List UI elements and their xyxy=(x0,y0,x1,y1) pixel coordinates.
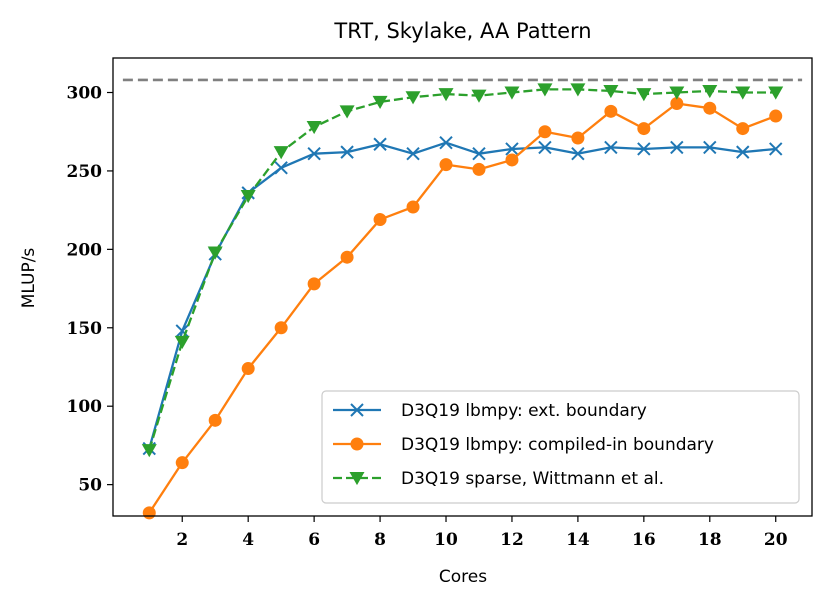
data-point xyxy=(372,95,388,110)
data-point xyxy=(175,456,189,470)
data-point xyxy=(702,84,718,99)
series-1 xyxy=(142,135,783,456)
legend-label: D3Q19 sparse, Wittmann et al. xyxy=(401,469,664,489)
x-tick-label: 8 xyxy=(374,530,386,550)
x-tick-label: 18 xyxy=(698,530,722,550)
data-point xyxy=(538,125,552,139)
data-point xyxy=(339,105,355,119)
legend-label: D3Q19 lbmpy: compiled-in boundary xyxy=(401,435,714,455)
data-point xyxy=(570,83,586,97)
y-tick-label: 200 xyxy=(67,240,103,260)
x-tick-label: 4 xyxy=(242,530,254,550)
x-tick-label: 16 xyxy=(632,530,656,550)
data-point xyxy=(603,84,619,99)
data-point xyxy=(175,324,189,338)
data-point xyxy=(604,140,618,155)
y-axis-label: MLUP/s xyxy=(19,248,39,309)
legend-marker xyxy=(349,472,365,486)
data-point xyxy=(670,96,684,110)
data-point xyxy=(472,162,486,176)
data-point xyxy=(373,137,387,151)
data-point xyxy=(306,121,322,135)
data-point xyxy=(471,89,487,103)
data-point xyxy=(636,88,652,102)
plot-area xyxy=(122,78,803,520)
data-point xyxy=(769,142,783,156)
data-point xyxy=(406,200,420,214)
legend: D3Q19 lbmpy: ext. boundary D3Q19 lbmpy: c… xyxy=(321,390,800,504)
data-point xyxy=(207,246,223,260)
data-point xyxy=(340,145,354,159)
data-point xyxy=(340,250,354,264)
x-tick-label: 2 xyxy=(176,530,188,550)
data-point xyxy=(307,146,321,161)
x-tick-label: 6 xyxy=(308,530,320,550)
legend-entry-3: D3Q19 sparse, Wittmann et al. xyxy=(333,469,664,489)
axes-frame xyxy=(112,57,813,517)
legend-marker xyxy=(350,437,364,451)
x-axis-label: Cores xyxy=(439,567,487,587)
data-point xyxy=(141,444,157,458)
data-point xyxy=(768,86,784,100)
series-line xyxy=(148,102,777,514)
data-point xyxy=(504,86,520,100)
data-point xyxy=(505,142,519,156)
data-point xyxy=(438,88,454,102)
data-point xyxy=(604,104,618,118)
data-point xyxy=(274,321,288,335)
legend-entry-2: D3Q19 lbmpy: compiled-in boundary xyxy=(333,435,714,455)
data-point xyxy=(637,142,651,156)
data-point xyxy=(703,101,717,115)
data-point xyxy=(274,161,288,175)
x-tick-label: 10 xyxy=(434,530,458,550)
data-point xyxy=(472,146,486,161)
data-point xyxy=(273,146,289,160)
data-point xyxy=(405,91,421,105)
data-point xyxy=(406,146,420,161)
legend-box xyxy=(321,390,800,504)
y-tick-label: 100 xyxy=(67,397,103,417)
series-2 xyxy=(142,96,783,520)
x-tick-label: 20 xyxy=(764,530,788,550)
data-point xyxy=(537,83,553,97)
data-point xyxy=(703,140,717,155)
data-point xyxy=(669,86,685,100)
data-point xyxy=(571,131,585,145)
data-point xyxy=(439,135,453,150)
y-tick-label: 250 xyxy=(67,162,103,182)
data-point xyxy=(735,86,751,100)
data-point xyxy=(538,140,552,155)
data-point xyxy=(142,506,156,520)
data-point xyxy=(769,109,783,123)
data-point xyxy=(736,145,750,159)
y-tick-label: 300 xyxy=(67,84,103,104)
series-3 xyxy=(141,83,784,458)
data-point xyxy=(240,190,256,204)
x-tick-label: 14 xyxy=(566,530,590,550)
data-point xyxy=(637,122,651,136)
chart-title: TRT, Skylake, AA Pattern xyxy=(333,19,591,43)
data-point xyxy=(736,122,750,136)
legend-entry-1: D3Q19 lbmpy: ext. boundary xyxy=(333,401,647,421)
data-point xyxy=(505,153,519,167)
data-point xyxy=(241,362,255,376)
y-tick-label: 50 xyxy=(78,476,102,496)
y-tick-label: 150 xyxy=(67,319,103,339)
x-tick-label: 12 xyxy=(500,530,524,550)
data-point xyxy=(571,146,585,161)
data-point xyxy=(174,335,190,350)
data-point xyxy=(670,140,684,155)
data-point xyxy=(439,158,453,172)
axes: 2 4 6 8 10 12 14 16 18 20 50 100 150 200 250 300 xyxy=(67,57,813,550)
legend-label: D3Q19 lbmpy: ext. boundary xyxy=(401,401,647,421)
data-point xyxy=(373,213,387,227)
data-point xyxy=(208,413,222,427)
data-point xyxy=(307,277,321,291)
legend-marker xyxy=(350,403,364,417)
series-line xyxy=(148,88,776,451)
